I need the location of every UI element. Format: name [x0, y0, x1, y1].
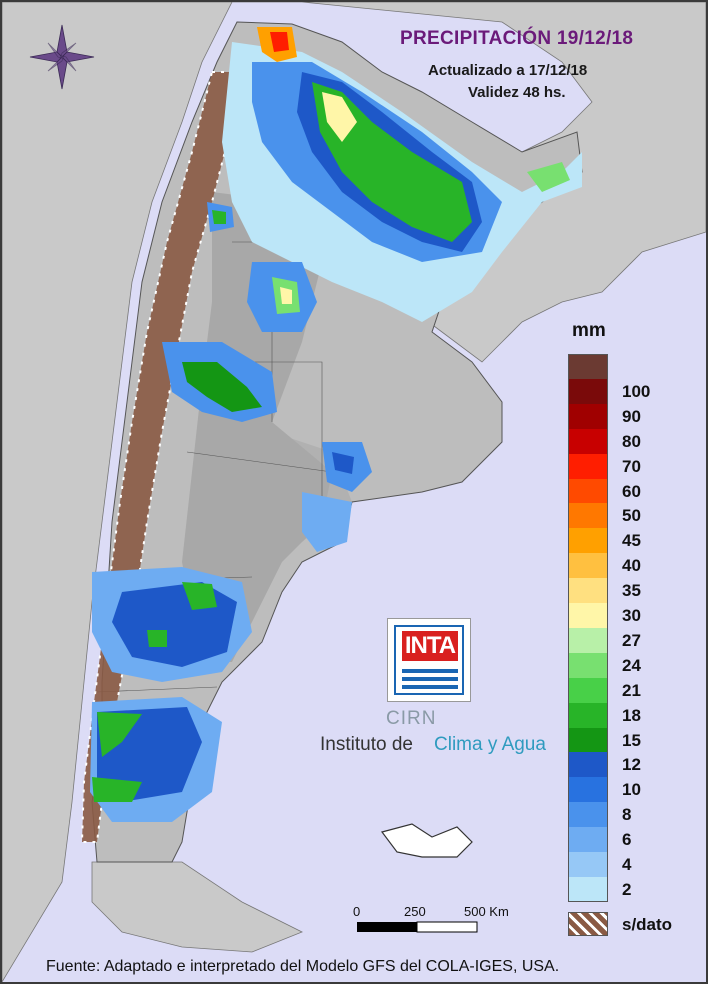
rain-small-cell-core	[212, 210, 226, 224]
legend-label: 40	[622, 556, 641, 576]
legend-label: 60	[622, 481, 641, 501]
legend-label: 4	[622, 855, 632, 874]
legend-label: 80	[622, 431, 641, 451]
legend-unit: mm	[572, 320, 606, 341]
legend-swatch	[568, 827, 608, 853]
inta-logo-text: INTA	[402, 631, 458, 661]
legend-swatch	[568, 677, 608, 704]
rain-northeast-cell	[527, 162, 570, 192]
legend-label: 90	[622, 406, 641, 426]
nodata-swatch	[568, 912, 608, 936]
legend-swatch	[568, 603, 608, 629]
malvinas-islands	[380, 823, 473, 858]
legend-label: 27	[622, 630, 641, 650]
legend-swatch	[568, 702, 608, 728]
legend-swatch	[568, 478, 608, 504]
map-title: PRECIPITACIÓN 19/12/18	[400, 28, 634, 49]
legend-swatch	[568, 777, 608, 803]
legend-label: 8	[622, 805, 632, 825]
legend-label: 10	[622, 780, 641, 800]
legend-swatch	[568, 627, 608, 654]
legend-label: 6	[622, 830, 632, 850]
legend-label: 45	[622, 531, 641, 551]
legend-label: 24	[622, 655, 641, 675]
legend-label: 35	[622, 581, 641, 601]
legend-label: 15	[622, 730, 641, 750]
scale-label-250: 250	[404, 904, 426, 919]
rain-patagonia-north-green2	[147, 630, 167, 647]
legend-swatch	[568, 378, 608, 405]
source-footer: Fuente: Adaptado e interpretado del Mode…	[46, 958, 560, 975]
legend-swatch	[568, 354, 608, 380]
rain-mendoza-core	[182, 362, 262, 412]
legend-swatch	[568, 403, 608, 430]
logo-stripe	[402, 685, 458, 689]
legend-swatch	[568, 453, 608, 479]
rain-patagonia-south-green2	[92, 777, 142, 802]
institute-prefix: Instituto de	[320, 734, 413, 755]
rain-patagonia-south-green	[97, 712, 142, 757]
legend-swatch	[568, 578, 608, 604]
legend-label: 70	[622, 456, 641, 476]
legend-label: 12	[622, 755, 641, 775]
legend-swatch	[568, 802, 608, 828]
legend-label: 2	[622, 879, 632, 899]
legend-swatch	[568, 727, 608, 753]
logo-stripe	[402, 669, 458, 673]
institute-highlight: Clima y Agua	[434, 734, 546, 755]
legend-swatch	[568, 428, 608, 455]
rain-patagonia-north-core	[112, 582, 237, 667]
nodata-label: s/dato	[622, 915, 673, 934]
scale-bar	[357, 921, 478, 933]
chile-landmass	[2, 2, 233, 982]
legend-swatch	[568, 553, 608, 579]
tierra-del-fuego	[91, 861, 303, 953]
rain-cuyo-center	[280, 287, 292, 304]
rain-north-peak-core	[270, 32, 289, 52]
rain-coast-cell	[302, 492, 352, 552]
rain-pampa-core	[332, 452, 354, 474]
legend-swatch	[568, 752, 608, 778]
compass-icon	[29, 24, 95, 90]
cirn-label: CIRN	[386, 708, 437, 729]
legend-label: 50	[622, 506, 641, 526]
legend-label: 30	[622, 606, 641, 625]
scale-label-500: 500 Km	[464, 904, 509, 919]
legend-swatch	[568, 852, 608, 878]
legend-label: 18	[622, 705, 641, 725]
rain-patagonia-north-green	[182, 582, 217, 610]
updated-date: Actualizado a 17/12/18	[428, 62, 588, 79]
logo-stripe	[402, 677, 458, 681]
legend-label: 100	[622, 381, 651, 401]
inta-logo: INTA	[387, 618, 471, 702]
legend-swatch	[568, 503, 608, 529]
legend-border	[568, 354, 608, 902]
rain-north-core	[322, 92, 357, 142]
scale-label-0: 0	[353, 904, 361, 919]
legend-label: 21	[622, 680, 641, 700]
legend-swatch	[568, 528, 608, 554]
legend-swatch	[568, 876, 608, 903]
legend-swatch	[568, 652, 608, 679]
validity-text: Validez 48 hs.	[468, 84, 566, 101]
